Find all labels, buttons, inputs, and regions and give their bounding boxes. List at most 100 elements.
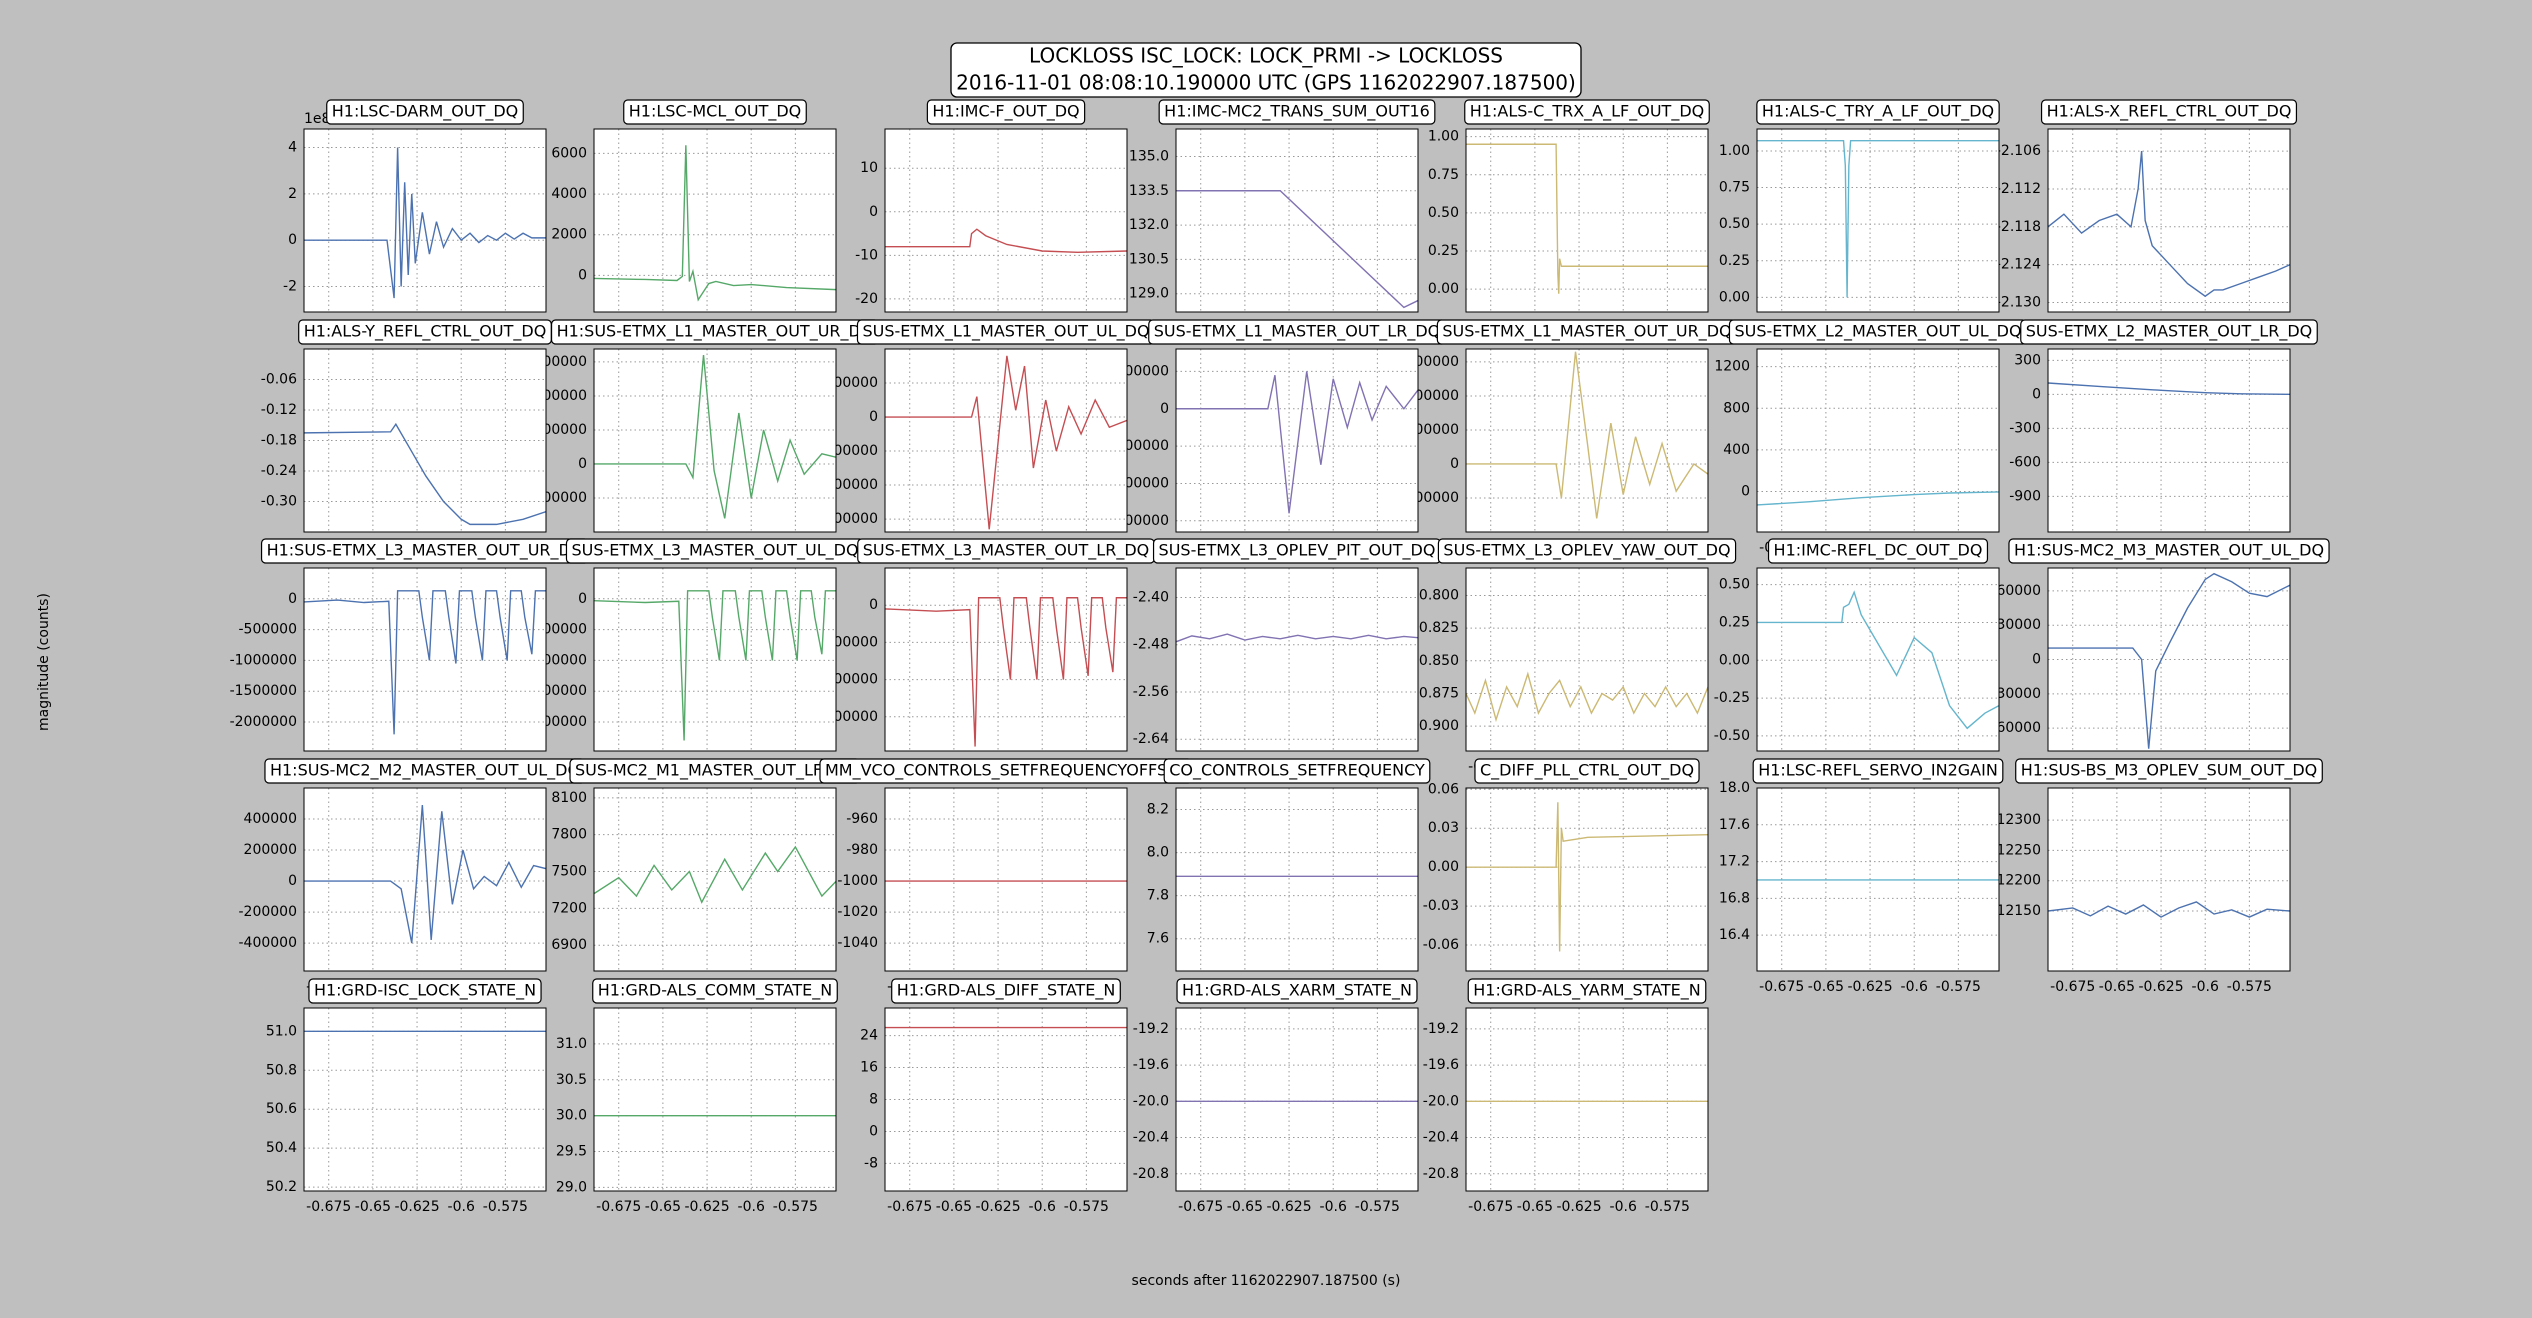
line-series	[304, 590, 546, 735]
y-tick-label: -0.50	[1714, 728, 1750, 744]
y-tick-label: -960	[846, 811, 878, 827]
titles-layer: H1:LSC-DARM_OUT_DQ H1:LSC-MCL_OUT_DQ H1:IM…	[260, 99, 2330, 1004]
subplot-title-text: SUS-MC2_M1_MASTER_OUT_LF_DQ	[575, 761, 855, 781]
plot-frame	[593, 128, 837, 313]
line-series	[594, 145, 836, 302]
plot-frame	[1465, 348, 1709, 533]
subplot-title: H1:ALS-X_REFL_CTRL_OUT_DQ	[2040, 99, 2298, 125]
subplot-title-text: H1:LSC-MCL_OUT_DQ	[629, 102, 802, 122]
y-tick-label: 0	[578, 267, 587, 283]
y-tick-label: 0	[1160, 401, 1169, 417]
subplot	[1756, 128, 2000, 313]
plot-area	[594, 349, 836, 532]
figure-subtitle: 2016-11-01 08:08:10.190000 UTC (GPS 1162…	[956, 71, 1576, 95]
y-tick-label: 0	[578, 456, 587, 472]
x-tick-label: -0.625	[975, 1199, 1020, 1215]
y-tick-label: -1000	[837, 873, 878, 889]
plot-frame	[1175, 1007, 1419, 1192]
plot-area	[304, 129, 546, 312]
subplot	[2047, 128, 2291, 313]
subplot-title: H1:GRD-ALS_XARM_STATE_N	[1176, 978, 1418, 1004]
y-tick-label: 6000	[551, 145, 587, 161]
subplot	[303, 787, 547, 972]
y-tick-label: 0.25	[1428, 243, 1459, 259]
plot-frame	[1756, 787, 2000, 972]
y-tick-label: 7.6	[1147, 931, 1169, 947]
y-tick-label: -20.8	[1133, 1166, 1169, 1182]
subplot-title: SUS-ETMX_L1_MASTER_OUT_LR_DQ	[1148, 319, 1446, 345]
y-tick-label: -0.30	[261, 494, 297, 510]
subplot	[1175, 567, 1419, 752]
x-tick-label: -0.65	[645, 1199, 681, 1215]
x-tick-label: -0.65	[1808, 979, 1844, 995]
subplot-title: SUS-ETMX_L2_MASTER_OUT_LR_DQ	[2020, 319, 2318, 345]
plot-frame	[2047, 128, 2291, 313]
y-tick-label: 135.0	[1129, 148, 1169, 164]
y-tick-label: 400	[1723, 442, 1750, 458]
y-tick-label: 50.2	[266, 1179, 297, 1195]
plot-frame	[303, 348, 547, 533]
y-tick-label: -0.06	[1423, 937, 1459, 953]
title-box	[1467, 978, 1707, 1004]
y-tick-label: 800	[1723, 400, 1750, 416]
x-tick-label: -0.6	[1610, 1199, 1637, 1215]
y-tick-label: -0.800	[1414, 587, 1459, 603]
x-tick-label: -0.6	[448, 1199, 475, 1215]
subplot-title-text: H1:IMC-MC2_TRANS_SUM_OUT16	[1164, 102, 1430, 122]
plot-frame	[884, 567, 1128, 752]
y-tick-label: 50.8	[266, 1062, 297, 1078]
subplot-title: SUS-ETMX_L2_MASTER_OUT_UL_DQ	[1728, 319, 2028, 345]
subplot-title: H1:GRD-ALS_COMM_STATE_N	[592, 978, 838, 1004]
x-tick-label: -0.625	[394, 1199, 439, 1215]
subplot-title-text: SUS-ETMX_L3_OPLEV_PIT_OUT_DQ	[1159, 541, 1436, 561]
title-box	[1437, 538, 1737, 564]
plot-area	[1176, 1008, 1418, 1191]
title-box	[2008, 538, 2330, 564]
title-box	[1158, 99, 1436, 125]
y-tick-label: 129.0	[1129, 286, 1169, 302]
y-tick-label: 0	[578, 591, 587, 607]
x-tick-label: -0.65	[1227, 1199, 1263, 1215]
plot-area	[1466, 129, 1708, 312]
title-box	[2040, 99, 2298, 125]
plot-frame	[1756, 128, 2000, 313]
y-tick-label: 10	[860, 160, 878, 176]
y-tick-label: 0.25	[1719, 253, 1750, 269]
subplot-title: SUS-ETMX_L3_OPLEV_PIT_OUT_DQ	[1152, 538, 1442, 564]
subplot	[1465, 787, 1709, 972]
subplot-title-text: H1:GRD-ALS_DIFF_STATE_N	[897, 981, 1116, 1001]
subplot	[1175, 348, 1419, 533]
x-tick-label: -0.6	[1901, 979, 1928, 995]
line-series	[885, 355, 1127, 530]
subplot	[1756, 348, 2000, 533]
y-tick-label: 1200	[1714, 359, 1750, 375]
x-tick-label: -0.575	[2227, 979, 2272, 995]
y-tick-label: -2.124	[1996, 257, 2041, 273]
y-tick-label: 30.0	[556, 1108, 587, 1124]
y-tick-label: 4000	[551, 186, 587, 202]
plot-frame	[1465, 567, 1709, 752]
y-tick-label: 0.06	[1428, 781, 1459, 797]
y-tick-label: 2000	[551, 227, 587, 243]
subplot	[884, 128, 1128, 313]
y-tick-label: 16.4	[1719, 927, 1750, 943]
subplot-title: H1:SUS-MC2_M3_MASTER_OUT_UL_DQ	[2008, 538, 2330, 564]
y-tick-label: 8	[869, 1092, 878, 1108]
subplot	[593, 348, 837, 533]
y-tick-label: 0.25	[1719, 614, 1750, 630]
subplot	[884, 567, 1128, 752]
y-tick-label: -0.25	[1714, 690, 1750, 706]
plot-area	[885, 349, 1127, 532]
line-series	[1466, 671, 1708, 723]
title-box	[926, 99, 1086, 125]
line-series	[304, 422, 546, 526]
subplot-title-text: H1:ALS-C_TRY_A_LF_OUT_DQ	[1762, 102, 1994, 122]
plot-frame	[593, 567, 837, 752]
y-tick-label: 17.6	[1719, 817, 1750, 833]
y-tick-label: 12150	[1996, 903, 2041, 919]
x-tick-label: -0.6	[1029, 1199, 1056, 1215]
y-tick-label: -20.4	[1133, 1130, 1169, 1146]
y-tick-label: -2.118	[1996, 219, 2041, 235]
subplot-title-text: SUS-ETMX_L1_MASTER_OUT_UR_DQ	[1442, 322, 1731, 342]
y-tick-label: -2000000	[230, 714, 297, 730]
